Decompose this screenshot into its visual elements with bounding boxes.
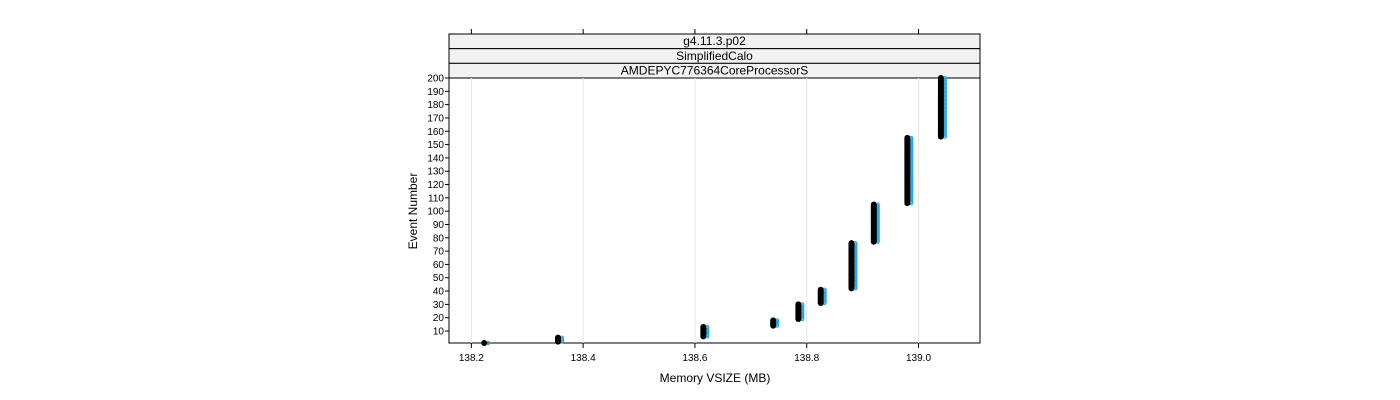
- plot-frame: [448, 77, 981, 344]
- x-axis: 138.2 138.4 138.6 138.8 139.0: [459, 29, 931, 364]
- x-axis-title: Memory VSIZE (MB): [660, 371, 771, 385]
- y-tick-label: 120: [427, 180, 444, 191]
- y-tick-label: 10: [433, 327, 445, 338]
- y-tick-label: 50: [433, 273, 445, 284]
- data-point: [848, 240, 855, 247]
- x-tick-label: 138.2: [459, 353, 484, 364]
- y-tick-label: 20: [433, 313, 445, 324]
- y-tick-label: 140: [427, 153, 444, 164]
- x-tick-label: 138.8: [794, 353, 819, 364]
- y-tick-label: 190: [427, 87, 444, 98]
- y-tick-label: 200: [427, 74, 444, 85]
- y-tick-label: 130: [427, 167, 444, 178]
- y-tick-label: 160: [427, 127, 444, 138]
- data-point: [817, 286, 824, 293]
- data-point: [795, 301, 802, 308]
- y-tick-label: 80: [433, 233, 445, 244]
- data-point: [481, 340, 488, 346]
- data-point: [904, 134, 911, 141]
- y-tick-label: 170: [427, 113, 444, 124]
- y-tick-label: 180: [427, 100, 444, 111]
- x-tick-label: 138.4: [571, 353, 596, 364]
- data-point: [770, 317, 777, 324]
- data-marks: [481, 75, 947, 346]
- x-tick-label: 139.0: [906, 353, 931, 364]
- strip-headers: g4.11.3.p02SimplifiedCaloAMDEPYC776364Co…: [448, 33, 981, 79]
- y-tick-label: 90: [433, 220, 445, 231]
- x-tick-label: 138.6: [682, 353, 707, 364]
- y-axis-title: Event Number: [406, 173, 420, 250]
- y-tick-label: 150: [427, 140, 444, 151]
- y-tick-label: 30: [433, 300, 445, 311]
- strip-label: g4.11.3.p02: [683, 34, 746, 48]
- y-tick-label: 100: [427, 207, 444, 218]
- data-point: [700, 324, 707, 331]
- y-tick-label: 40: [433, 287, 445, 298]
- data-point: [937, 75, 944, 81]
- data-point: [554, 334, 561, 341]
- strip-label: AMDEPYC776364CoreProcessorS: [621, 64, 808, 78]
- data-point: [870, 201, 877, 208]
- y-tick-label: 110: [428, 193, 444, 204]
- y-tick-label: 60: [433, 260, 445, 271]
- grid: [470, 78, 920, 343]
- y-axis: 10 20 30 40 50 60 70 80 90 100 110 120 130 140 150 160 1…: [427, 74, 449, 338]
- strip-label: SimplifiedCalo: [676, 49, 753, 63]
- y-tick-label: 70: [433, 247, 445, 258]
